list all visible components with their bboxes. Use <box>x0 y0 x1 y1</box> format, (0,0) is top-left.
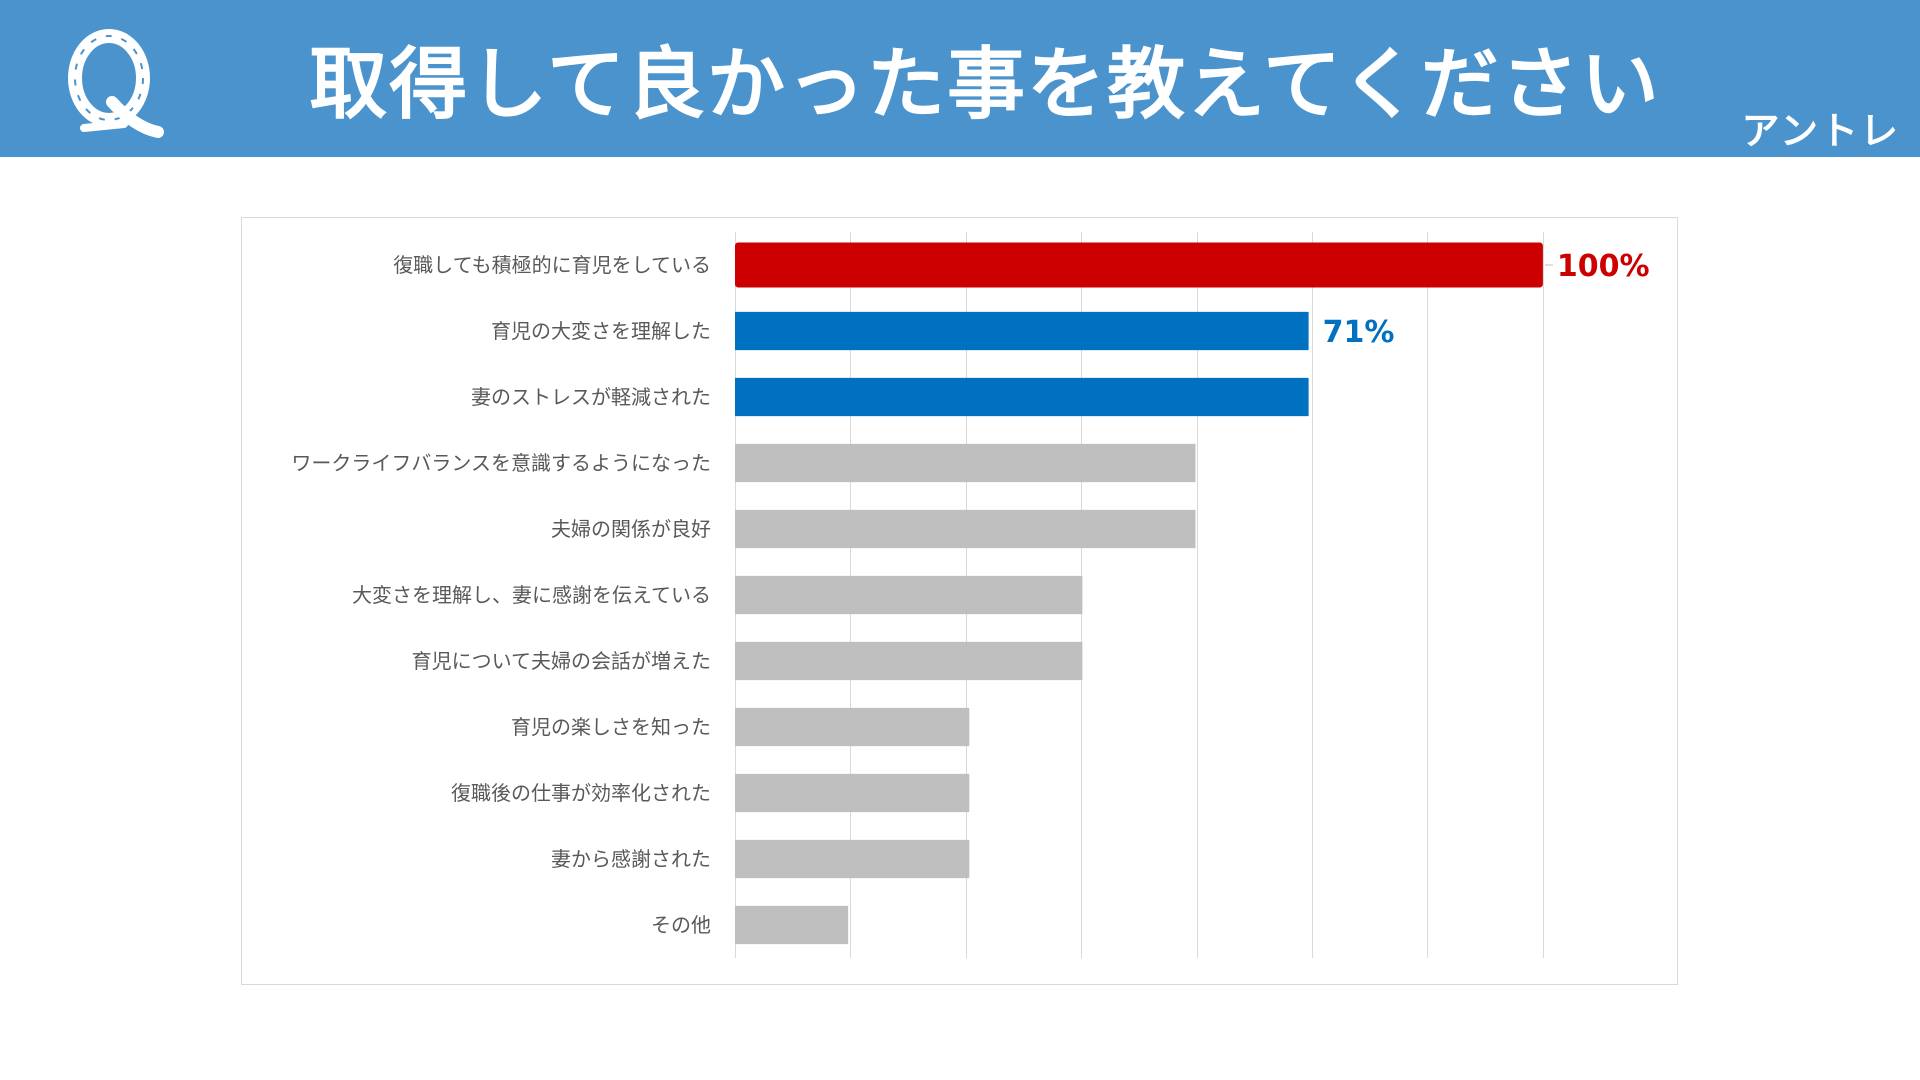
chart-frame: 復職しても積極的に育児をしている 100% 育児の大変さを理解した 71% 妻のストレス… <box>241 217 1678 985</box>
bar-4 <box>735 509 1196 549</box>
category-label-10: その他 <box>651 913 711 937</box>
category-label-9: 妻から感謝された <box>551 847 711 871</box>
category-label-0: 復職しても積極的に育児をしている <box>393 253 711 277</box>
header-bar: 取得して良かった事を教えてください アントレ <box>0 0 1920 157</box>
brand-logo: アントレ <box>1741 109 1900 153</box>
bar-5 <box>735 575 1083 615</box>
bar-chart: 復職しても積極的に育児をしている 100% 育児の大変さを理解した 71% 妻のストレス… <box>291 232 1650 958</box>
bar-10 <box>735 905 849 945</box>
bar-6 <box>735 641 1083 681</box>
bar-8 <box>735 773 970 813</box>
category-label-4: 夫婦の関係が良好 <box>551 517 711 541</box>
bar-2 <box>735 377 1309 417</box>
data-label-1: 71% <box>1323 315 1395 350</box>
bar-3 <box>735 443 1196 483</box>
category-label-2: 妻のストレスが軽減された <box>471 385 711 409</box>
page-title: 取得して良かった事を教えてください <box>309 40 1661 130</box>
category-label-8: 復職後の仕事が効率化された <box>451 781 711 805</box>
q-mark-icon <box>68 29 164 138</box>
category-label-1: 育児の大変さを理解した <box>491 319 711 343</box>
bar-7 <box>735 707 970 747</box>
bar-9 <box>735 839 970 879</box>
category-label-6: 育児について夫婦の会話が増えた <box>412 649 711 673</box>
bar-1 <box>735 311 1309 351</box>
data-label-0: 100% <box>1557 249 1650 284</box>
category-label-5: 大変さを理解し、妻に感謝を伝えている <box>352 583 711 607</box>
category-label-7: 育児の楽しさを知った <box>511 715 711 739</box>
bar-0 <box>735 242 1543 288</box>
category-label-3: ワークライフバランスを意識するようになった <box>291 451 711 475</box>
